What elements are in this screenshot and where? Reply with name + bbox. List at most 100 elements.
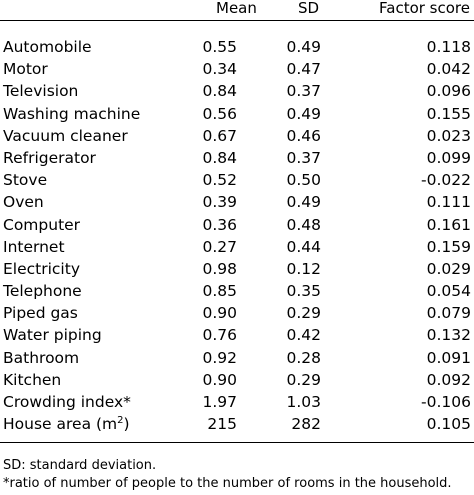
row-mean: 215 <box>207 415 237 434</box>
table-row: Vacuum cleaner 0.67 0.46 0.023 <box>0 125 474 147</box>
table-row: Crowding index* 1.97 1.03 -0.106 <box>0 391 474 413</box>
row-factor-score: -0.022 <box>421 171 471 190</box>
row-label: Television <box>3 82 79 101</box>
row-mean: 0.98 <box>202 259 237 278</box>
row-mean: 0.85 <box>202 282 237 301</box>
row-label: Bathroom <box>3 348 80 367</box>
row-factor-score: 0.023 <box>426 126 471 145</box>
row-factor-score: 0.054 <box>426 282 471 301</box>
row-factor-score: 0.159 <box>426 237 471 256</box>
row-label: House area (m2) <box>3 413 130 435</box>
row-factor-score: 0.118 <box>426 38 471 56</box>
row-mean: 0.76 <box>202 326 237 345</box>
row-sd: 0.46 <box>286 126 321 145</box>
row-label: Vacuum cleaner <box>3 126 128 145</box>
table-row: Motor 0.34 0.47 0.042 <box>0 58 474 80</box>
row-mean: 0.39 <box>202 193 237 212</box>
row-label: Washing machine <box>3 104 141 123</box>
row-mean: 0.55 <box>202 38 237 56</box>
row-label: Piped gas <box>3 304 78 323</box>
table-row: Stove 0.52 0.50 -0.022 <box>0 169 474 191</box>
table-row: Piped gas 0.90 0.29 0.079 <box>0 302 474 324</box>
row-label: Oven <box>3 193 44 212</box>
row-factor-score: 0.091 <box>426 348 471 367</box>
row-label: Kitchen <box>3 370 62 389</box>
row-sd: 0.28 <box>286 348 321 367</box>
row-factor-score: 0.079 <box>426 304 471 323</box>
row-sd: 0.49 <box>286 38 321 56</box>
row-sd: 0.29 <box>286 304 321 323</box>
row-sd: 282 <box>291 415 321 434</box>
row-label-suffix: ) <box>123 415 130 434</box>
table-header-row: Mean SD Factor score <box>0 0 474 21</box>
row-mean: 0.52 <box>202 171 237 190</box>
row-sd: 0.37 <box>286 148 321 167</box>
row-label: Electricity <box>3 259 80 278</box>
row-mean: 0.36 <box>202 215 237 234</box>
row-factor-score: 0.029 <box>426 259 471 278</box>
row-sd: 0.29 <box>286 370 321 389</box>
row-mean: 0.92 <box>202 348 237 367</box>
table-row: Electricity 0.98 0.12 0.029 <box>0 258 474 280</box>
table-body: Automobile 0.55 0.49 0.118 Motor 0.34 0.47 0.04… <box>0 36 474 435</box>
row-factor-score: 0.096 <box>426 82 471 101</box>
table-row: Oven 0.39 0.49 0.111 <box>0 191 474 213</box>
table-row: Automobile 0.55 0.49 0.118 <box>0 36 474 58</box>
table-row: Refrigerator 0.84 0.37 0.099 <box>0 147 474 169</box>
table-row: Water piping 0.76 0.42 0.132 <box>0 324 474 346</box>
row-mean: 0.90 <box>202 304 237 323</box>
row-sd: 0.12 <box>286 259 321 278</box>
row-sd: 0.50 <box>286 171 321 190</box>
row-sd: 0.48 <box>286 215 321 234</box>
row-label-superscript: 2 <box>117 415 124 427</box>
row-label: Internet <box>3 237 65 256</box>
table-bottom-rule <box>0 442 474 443</box>
row-label: Automobile <box>3 38 92 56</box>
footnote-asterisk: *ratio of number of people to the number… <box>3 476 452 491</box>
table-row: Washing machine 0.56 0.49 0.155 <box>0 103 474 125</box>
row-factor-score: 0.099 <box>426 148 471 167</box>
row-factor-score: 0.042 <box>426 60 471 79</box>
row-factor-score: -0.106 <box>421 393 471 411</box>
footnote-sd: SD: standard deviation. <box>3 458 157 473</box>
header-sd: SD <box>298 0 320 17</box>
table-row: Computer 0.36 0.48 0.161 <box>0 214 474 236</box>
header-factor-score: Factor score <box>379 0 470 17</box>
row-factor-score: 0.111 <box>426 193 471 212</box>
row-sd: 1.03 <box>286 393 321 411</box>
row-label: Telephone <box>3 282 82 301</box>
row-mean: 0.56 <box>202 104 237 123</box>
table-row: Kitchen 0.90 0.29 0.092 <box>0 369 474 391</box>
row-label: Motor <box>3 60 48 79</box>
table-row: Telephone 0.85 0.35 0.054 <box>0 280 474 302</box>
row-sd: 0.49 <box>286 193 321 212</box>
row-factor-score: 0.161 <box>426 215 471 234</box>
table-row: House area (m2) 215 282 0.105 <box>0 413 474 435</box>
row-label: Water piping <box>3 326 102 345</box>
row-factor-score: 0.105 <box>426 415 471 434</box>
row-mean: 1.97 <box>202 393 237 411</box>
row-sd: 0.42 <box>286 326 321 345</box>
table-row: Bathroom 0.92 0.28 0.091 <box>0 347 474 369</box>
row-sd: 0.49 <box>286 104 321 123</box>
row-sd: 0.37 <box>286 82 321 101</box>
table-row: Internet 0.27 0.44 0.159 <box>0 236 474 258</box>
row-mean: 0.34 <box>202 60 237 79</box>
row-mean: 0.27 <box>202 237 237 256</box>
row-label: Computer <box>3 215 81 234</box>
row-mean: 0.67 <box>202 126 237 145</box>
row-mean: 0.90 <box>202 370 237 389</box>
data-table: Mean SD Factor score Automobile 0.55 0.49 0… <box>0 0 474 433</box>
row-factor-score: 0.132 <box>426 326 471 345</box>
row-factor-score: 0.092 <box>426 370 471 389</box>
row-sd: 0.44 <box>286 237 321 256</box>
row-label: Crowding index* <box>3 393 131 411</box>
row-label: Stove <box>3 171 48 190</box>
header-mean: Mean <box>216 0 257 17</box>
row-factor-score: 0.155 <box>426 104 471 123</box>
row-label-text: House area (m <box>3 415 118 434</box>
row-label: Refrigerator <box>3 148 96 167</box>
row-mean: 0.84 <box>202 82 237 101</box>
row-mean: 0.84 <box>202 148 237 167</box>
table-row: Television 0.84 0.37 0.096 <box>0 80 474 102</box>
